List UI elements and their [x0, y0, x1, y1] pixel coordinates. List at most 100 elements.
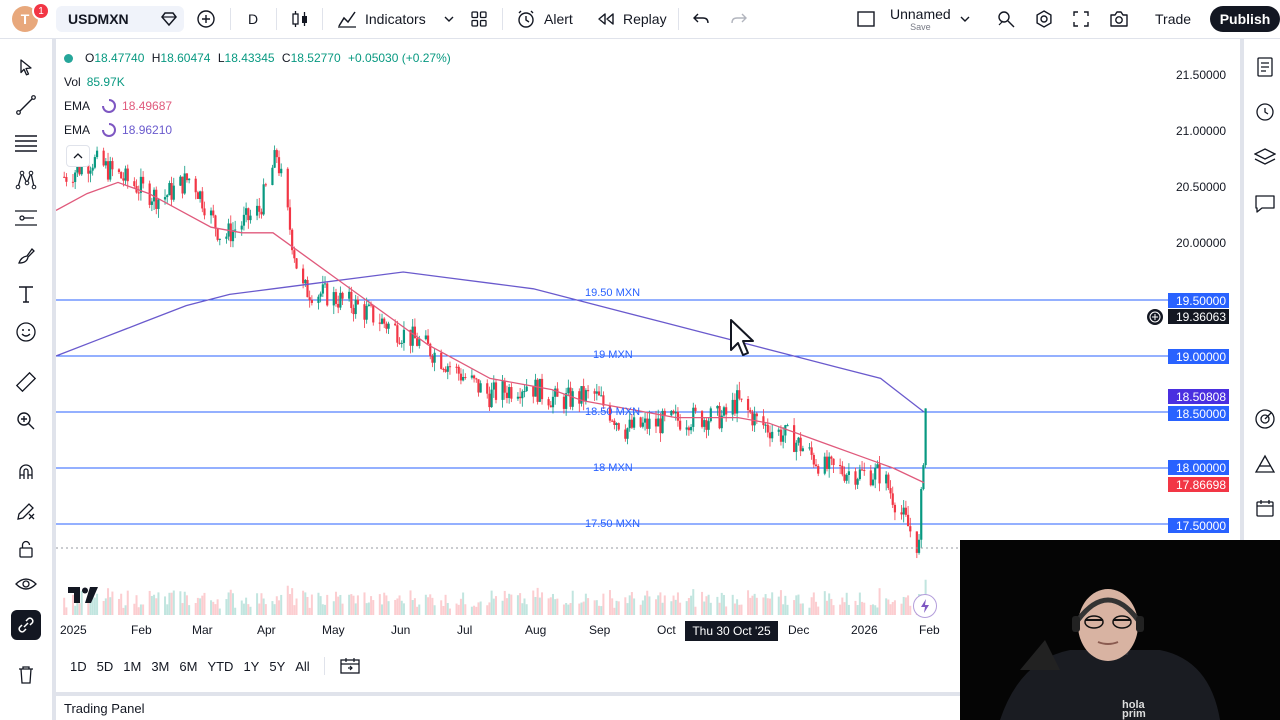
volume-bar [413, 598, 416, 615]
candle-body [209, 210, 213, 216]
publish-button[interactable]: Publish [1210, 6, 1280, 32]
layout-checkbox-icon[interactable] [856, 0, 876, 38]
link-sync-icon[interactable] [11, 610, 41, 640]
lightning-event-icon[interactable] [913, 594, 937, 618]
emoji-smiley-icon[interactable] [11, 317, 41, 347]
lock-drawings-icon[interactable] [11, 534, 41, 564]
add-plus-icon[interactable] [1147, 309, 1163, 325]
candle-body [889, 488, 892, 494]
volume-bar [584, 593, 587, 615]
layout-dropdown-icon[interactable] [959, 0, 971, 38]
price-tag-19-5: 19.50000 [1168, 293, 1229, 308]
alerts-clock-icon[interactable] [1250, 96, 1280, 126]
timeframe-5y[interactable]: 5Y [269, 658, 286, 674]
volume-bar [262, 598, 265, 615]
trading-panel-tab[interactable]: Trading Panel [56, 692, 960, 720]
interval-button[interactable]: D [248, 11, 259, 27]
zoom-in-icon[interactable] [11, 406, 41, 436]
candles-icon[interactable] [291, 0, 309, 38]
settings-gear-icon[interactable] [1034, 0, 1054, 38]
stay-drawing-mode-icon[interactable] [11, 496, 41, 526]
volume-bar [795, 595, 798, 615]
redo-icon[interactable] [731, 0, 747, 38]
chat-ideas-icon[interactable] [1250, 189, 1280, 219]
volume-bar [212, 601, 215, 615]
ema-slow-legend[interactable]: EMA 18.96210 [64, 123, 172, 137]
fullscreen-icon[interactable] [1072, 0, 1090, 38]
trend-line-icon[interactable] [11, 90, 41, 120]
ema-fast-legend[interactable]: EMA 18.49687 [64, 99, 172, 113]
volume-bar [291, 588, 294, 615]
layout-name: Unnamed [890, 6, 951, 22]
text-tool-icon[interactable] [11, 279, 41, 309]
cursor-arrow-icon[interactable] [11, 52, 41, 82]
candle-body [273, 150, 276, 168]
candle-body [617, 423, 620, 430]
templates-grid-icon[interactable] [470, 0, 488, 38]
target-icon[interactable] [1250, 404, 1280, 434]
brush-icon[interactable] [11, 241, 41, 271]
indicators-button[interactable]: Indicators [337, 0, 426, 38]
volume-bar [519, 593, 522, 615]
volume-bar [856, 605, 859, 615]
magnet-icon[interactable] [11, 457, 41, 487]
date-range-icon[interactable] [339, 657, 361, 675]
camera-snapshot-icon[interactable] [1109, 0, 1129, 38]
candle-body [508, 387, 511, 399]
eye-visibility-icon[interactable] [11, 569, 41, 599]
volume-bar [878, 588, 881, 615]
timeframe-1d[interactable]: 1D [70, 658, 87, 674]
volume-legend[interactable]: Vol 85.97K [64, 75, 125, 89]
replay-button[interactable]: Replay [597, 0, 667, 38]
timeframe-5d[interactable]: 5D [96, 658, 114, 674]
volume-bar [701, 591, 704, 615]
candle-body [87, 164, 90, 174]
layers-icon[interactable] [1250, 142, 1280, 172]
triangle-signal-icon[interactable] [1250, 449, 1280, 479]
timeframe-3m[interactable]: 3M [151, 658, 170, 674]
compare-add-icon[interactable] [196, 0, 216, 38]
collapse-legend-icon[interactable] [66, 145, 90, 167]
volume-bar [194, 603, 197, 615]
price-chart[interactable] [56, 39, 1240, 651]
volume-bar [381, 604, 384, 615]
volume-bar [872, 604, 875, 615]
timeframe-ytd[interactable]: YTD [207, 658, 234, 674]
layout-name-button[interactable]: Unnamed Save [890, 6, 951, 32]
timeframe-1m[interactable]: 1M [123, 658, 142, 674]
price-tag-18: 18.00000 [1168, 460, 1229, 475]
candle-body [705, 420, 708, 430]
timeframe-1y[interactable]: 1Y [243, 658, 260, 674]
volume-bar [275, 596, 278, 615]
volume-bar [549, 597, 552, 615]
alert-button[interactable]: Alert [516, 0, 573, 38]
fib-retracement-icon[interactable] [11, 128, 41, 158]
candle-body [424, 335, 427, 340]
undo-icon[interactable] [693, 0, 709, 38]
candle-body [663, 410, 666, 416]
pattern-tool-icon[interactable] [11, 165, 41, 195]
tradingview-logo-icon[interactable] [68, 587, 98, 608]
volume-bar [464, 604, 467, 615]
trash-delete-icon[interactable] [11, 660, 41, 690]
timeframe-6m[interactable]: 6M [179, 658, 198, 674]
watchlist-diamond-icon[interactable] [160, 0, 178, 38]
symbol-search[interactable]: USDMXN [56, 6, 184, 32]
volume-bar [569, 603, 572, 615]
volume-bar [104, 598, 107, 615]
quick-search-icon[interactable] [996, 0, 1016, 38]
timeframe-all[interactable]: All [295, 658, 310, 674]
candle-body [510, 387, 513, 399]
watchlist-icon[interactable] [1250, 52, 1280, 82]
ruler-measure-icon[interactable] [11, 367, 41, 397]
volume-bar [595, 600, 598, 615]
volume-bar [532, 590, 535, 615]
trade-button[interactable]: Trade [1155, 11, 1192, 27]
forecast-tool-icon[interactable] [11, 203, 41, 233]
calendar-icon[interactable] [1250, 493, 1280, 523]
volume-bar [624, 597, 627, 615]
volume-bar [633, 598, 636, 615]
volume-bar [705, 596, 708, 615]
candle-body [766, 424, 769, 433]
indicators-dropdown-icon[interactable] [443, 0, 455, 38]
